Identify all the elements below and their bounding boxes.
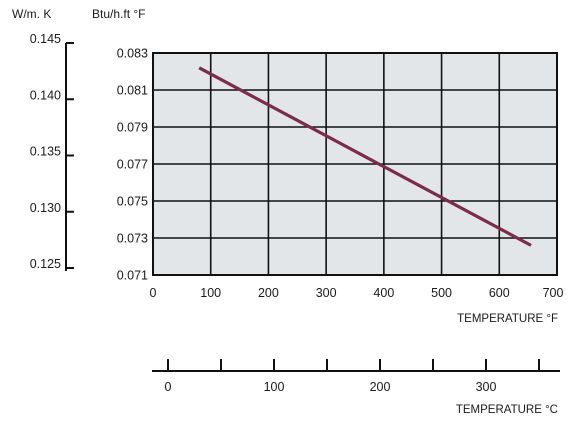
y-axis-unit-btu: Btu/h.ft °F: [92, 7, 145, 21]
y-tick-label: 0.081: [117, 84, 148, 98]
secondary-y-tick-label: 0.130: [30, 201, 61, 215]
y-tick-label: 0.077: [117, 158, 148, 172]
secondary-x-axis: 0 100 200 300: [152, 359, 560, 394]
x-tick-label: 100: [200, 286, 221, 300]
y-tick-label: 0.073: [117, 232, 148, 246]
secondary-x-tick-label: 200: [370, 380, 391, 394]
y-tick-label: 0.075: [117, 195, 148, 209]
secondary-y-tick-label: 0.135: [30, 145, 61, 159]
x-tick-label: 300: [316, 286, 337, 300]
y-tick-label: 0.083: [117, 47, 148, 61]
y-tick-label: 0.071: [117, 269, 148, 283]
secondary-y-tick-label: 0.125: [30, 257, 61, 271]
x-tick-label: 600: [489, 286, 510, 300]
x-axis-label-f: TEMPERATURE °F: [457, 313, 558, 325]
secondary-x-tick-label: 300: [476, 380, 497, 394]
series-line: [198, 66, 532, 247]
secondary-y-tick-label: 0.140: [30, 88, 61, 102]
secondary-y-tick-label: 0.145: [30, 32, 61, 46]
marks: [198, 66, 532, 247]
secondary-x-tick-label: 100: [264, 380, 285, 394]
x-tick-label: 200: [258, 286, 279, 300]
plot-frame: [152, 52, 558, 276]
x-tick-labels: 0 100 200 300 400 500 600 700: [150, 286, 564, 300]
secondary-x-tick-label: 0: [165, 380, 172, 394]
x-tick-label: 500: [431, 286, 452, 300]
x-tick-label: 400: [373, 286, 394, 300]
x-tick-label: 0: [150, 286, 157, 300]
y-axis-unit-wmk: W/m. K: [12, 7, 51, 21]
y-tick-labels: 0.071 0.073 0.075 0.077 0.079 0.081 0.083: [117, 47, 148, 283]
x-tick-label: 700: [543, 286, 564, 300]
y-tick-label: 0.079: [117, 121, 148, 135]
secondary-y-axis: 0.125 0.130 0.135 0.140 0.145: [30, 32, 74, 271]
x-axis-label-c: TEMPERATURE °C: [456, 404, 558, 416]
